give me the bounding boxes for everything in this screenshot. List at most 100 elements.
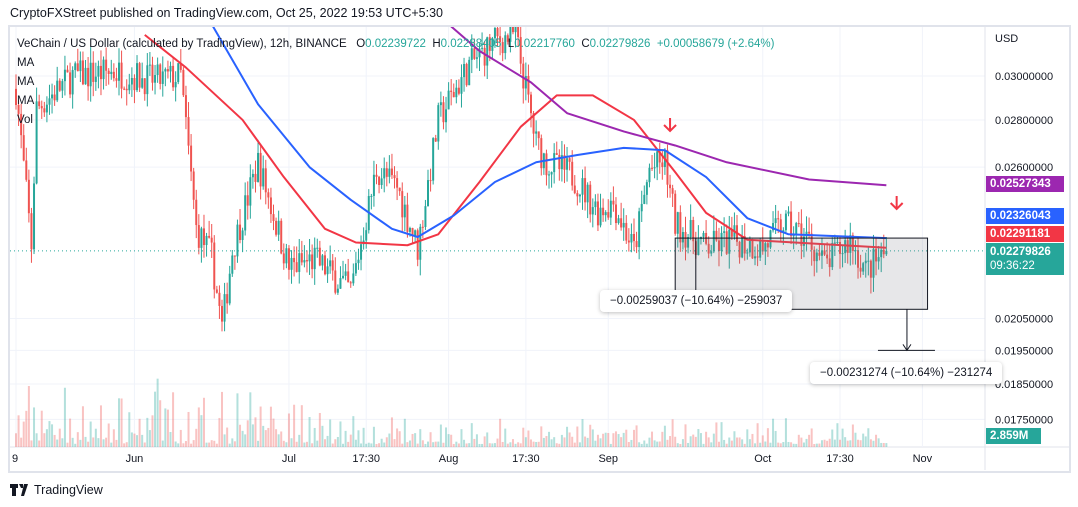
candle-body xyxy=(527,76,530,95)
candle-body xyxy=(591,207,594,215)
candle-body xyxy=(295,262,298,272)
volume-bar xyxy=(331,443,334,447)
candle-body xyxy=(707,243,710,254)
volume-bar xyxy=(607,433,610,447)
volume-bar xyxy=(233,441,236,447)
candle-body xyxy=(589,184,592,215)
volume-bar xyxy=(555,443,558,447)
volume-bar xyxy=(316,440,319,447)
candle-body xyxy=(715,230,718,241)
volume-bar xyxy=(478,443,481,447)
indicator-ma-2[interactable]: MA xyxy=(17,76,35,88)
volume-bar xyxy=(112,429,115,447)
candle-body xyxy=(25,160,28,180)
moving-average-red xyxy=(144,34,887,249)
volume-bar xyxy=(164,408,167,447)
volume-bar xyxy=(305,441,308,447)
candle-body xyxy=(429,180,432,182)
volume-bar xyxy=(195,428,198,447)
candle-body xyxy=(218,292,221,306)
candle-body xyxy=(184,95,187,118)
candle-body xyxy=(849,235,852,253)
volume-bar xyxy=(396,428,399,447)
candle-body xyxy=(869,260,872,278)
volume-bar xyxy=(419,429,422,447)
volume-bar xyxy=(573,442,576,447)
candle-body xyxy=(452,91,455,98)
candle-body xyxy=(411,227,414,237)
candle-body xyxy=(630,233,633,243)
ma-purple-price-tag: 0.02527343 xyxy=(986,176,1064,192)
candle-body xyxy=(797,223,800,225)
candle-body xyxy=(267,192,270,198)
candle-body xyxy=(475,57,478,59)
candle-body xyxy=(836,241,839,243)
volume-bar xyxy=(406,442,409,447)
indicator-ma-3[interactable]: MA xyxy=(17,95,35,107)
candle-body xyxy=(58,80,61,91)
candle-body xyxy=(681,232,684,243)
volume-bar xyxy=(810,428,813,447)
symbol-name[interactable]: VeChain / US Dollar (calculated by Tradi… xyxy=(17,38,347,50)
candle-body xyxy=(774,218,777,223)
candle-body xyxy=(63,69,66,82)
candle-body xyxy=(581,178,584,195)
volume-bar xyxy=(496,438,499,447)
volume-bar xyxy=(754,443,757,447)
tradingview-logo[interactable]: TradingView xyxy=(10,483,103,497)
candle-body xyxy=(396,178,399,188)
candle-body xyxy=(463,63,466,78)
volume-bar xyxy=(372,426,375,447)
candle-body xyxy=(118,62,120,81)
volume-bar xyxy=(813,443,816,447)
candle-body xyxy=(133,77,136,91)
volume-bar xyxy=(115,439,118,447)
candle-body xyxy=(555,153,558,155)
volume-bar xyxy=(530,439,532,447)
candle-body xyxy=(313,247,316,270)
volume-bar xyxy=(79,439,82,447)
volume-bar xyxy=(836,423,839,447)
candle-body xyxy=(259,152,262,187)
candle-body xyxy=(107,70,110,74)
indicator-volume[interactable]: Vol xyxy=(17,114,33,126)
volume-bar xyxy=(424,443,427,447)
candle-body xyxy=(401,191,404,218)
y-tick-label: 0.01750000 xyxy=(995,414,1053,426)
volume-bar xyxy=(429,432,432,447)
candle-body xyxy=(553,153,556,173)
candle-body xyxy=(676,212,679,234)
candle-body xyxy=(172,65,175,88)
candle-body xyxy=(357,259,360,264)
volume-bar xyxy=(787,441,790,447)
volume-bar xyxy=(470,423,473,447)
volume-bar xyxy=(442,442,445,447)
measure-label-2[interactable]: −0.00231274 (−10.64%) −231274 xyxy=(810,362,1003,384)
candle-body xyxy=(347,271,350,283)
candle-body xyxy=(84,67,87,85)
candle-body xyxy=(535,131,538,134)
candle-body xyxy=(432,138,435,181)
candle-body xyxy=(851,235,854,251)
volume-bar xyxy=(375,443,378,447)
volume-bar xyxy=(267,427,270,447)
volume-bar xyxy=(656,441,659,447)
volume-bar xyxy=(733,431,736,447)
candle-body xyxy=(679,212,682,243)
volume-bar xyxy=(226,427,229,447)
candle-body xyxy=(179,63,182,70)
x-tick-label: Jul xyxy=(282,453,296,465)
volume-bar xyxy=(362,427,365,447)
candle-body xyxy=(560,155,563,170)
volume-bar xyxy=(321,425,324,447)
volume-bar xyxy=(439,424,442,447)
measure-label-1[interactable]: −0.00259037 (−10.64%) −259037 xyxy=(600,290,793,312)
moving-average-purple xyxy=(450,27,887,187)
candle-body xyxy=(190,145,193,172)
volume-bar xyxy=(141,434,144,447)
candle-body xyxy=(741,236,744,258)
candle-body xyxy=(833,242,836,244)
indicator-ma-1[interactable]: MA xyxy=(17,57,35,69)
volume-bar xyxy=(398,431,401,447)
